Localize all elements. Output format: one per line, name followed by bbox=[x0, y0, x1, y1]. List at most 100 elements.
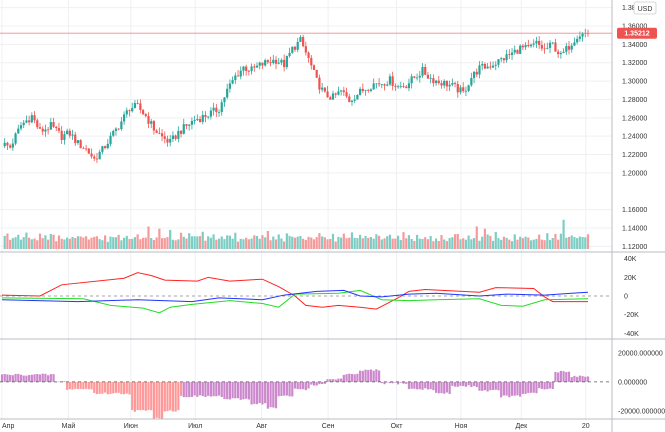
volume-bar bbox=[66, 237, 69, 249]
volume-bar bbox=[296, 236, 299, 249]
volume-bar bbox=[19, 239, 23, 249]
net-bar bbox=[429, 381, 432, 390]
volume-bar bbox=[483, 228, 487, 249]
currency-box[interactable]: USD bbox=[633, 1, 657, 15]
volume-bar bbox=[133, 237, 137, 249]
volume-bar bbox=[516, 239, 519, 249]
volume-bar bbox=[128, 238, 131, 249]
candle-body bbox=[223, 97, 226, 103]
candle-body bbox=[185, 124, 188, 126]
volume-bar bbox=[548, 240, 552, 249]
price-axis[interactable]: 1.380001.360001.340001.320001.300001.280… bbox=[622, 5, 647, 251]
net-panel[interactable] bbox=[0, 369, 612, 420]
net-bar bbox=[207, 381, 210, 396]
net-bar bbox=[63, 381, 66, 382]
volume-bar bbox=[396, 235, 400, 249]
price-panel[interactable] bbox=[0, 28, 612, 163]
net-bar bbox=[462, 381, 465, 387]
candle-body bbox=[500, 58, 503, 60]
candle-body bbox=[554, 42, 557, 52]
volume-bar bbox=[236, 241, 240, 249]
volume-bar bbox=[383, 238, 386, 249]
candle-body bbox=[521, 45, 524, 48]
net-bar bbox=[19, 374, 23, 382]
net-bar bbox=[543, 381, 546, 390]
candle-body bbox=[470, 78, 473, 86]
net-bar bbox=[521, 381, 524, 394]
candle-body bbox=[236, 75, 240, 77]
candle-body bbox=[391, 76, 394, 86]
volume-bar bbox=[95, 236, 99, 249]
candle-body bbox=[215, 107, 218, 113]
candle-body bbox=[380, 84, 383, 86]
net-bar bbox=[231, 381, 234, 399]
candle-body bbox=[453, 83, 457, 84]
candle-body bbox=[272, 59, 275, 64]
candle-body bbox=[524, 45, 527, 48]
volume-bar bbox=[329, 238, 332, 249]
net-bar bbox=[22, 375, 25, 382]
net-tick-label: 0.000000 bbox=[618, 379, 647, 386]
volume-bar bbox=[41, 238, 44, 249]
net-bar bbox=[125, 381, 128, 394]
candle-body bbox=[85, 148, 88, 150]
net-bar bbox=[226, 381, 229, 400]
net-bar bbox=[68, 381, 71, 390]
volume-bar bbox=[55, 241, 58, 249]
volume-bar bbox=[198, 236, 202, 249]
candle-body bbox=[25, 120, 28, 123]
net-axis[interactable]: 20000.000000 0.000000 -20000.000000 bbox=[618, 351, 665, 416]
net-bar bbox=[513, 381, 516, 396]
volume-bar bbox=[565, 237, 568, 249]
net-bar bbox=[361, 370, 364, 382]
net-bar bbox=[47, 375, 50, 382]
volume-bar bbox=[220, 236, 223, 249]
time-tick-label: Дек bbox=[516, 423, 529, 430]
candle-body bbox=[375, 83, 378, 85]
volume-bar bbox=[93, 236, 96, 249]
net-bar bbox=[402, 381, 405, 384]
net-bar bbox=[413, 381, 416, 389]
volume-bar bbox=[204, 240, 207, 249]
volume-bar bbox=[247, 239, 250, 249]
net-bar bbox=[386, 381, 389, 383]
net-bar bbox=[163, 381, 166, 412]
candle-body bbox=[388, 76, 392, 85]
last-price-badge: 1.35212 bbox=[617, 27, 657, 39]
volume-bar bbox=[68, 238, 71, 249]
volume-bar bbox=[557, 239, 560, 249]
volume-bar bbox=[207, 236, 210, 249]
cot-tick-label: 20K bbox=[624, 275, 637, 282]
volume-bar bbox=[245, 237, 248, 249]
net-bar bbox=[288, 381, 291, 397]
volume-bar bbox=[150, 238, 153, 249]
volume-bar bbox=[155, 237, 158, 249]
net-bar bbox=[14, 373, 17, 382]
candle-body bbox=[424, 67, 427, 75]
net-bar bbox=[280, 381, 283, 396]
cot-axis[interactable]: 40K 20K 0 -20K -40K bbox=[624, 256, 639, 338]
net-bar bbox=[448, 381, 451, 394]
volume-bar bbox=[578, 236, 581, 249]
volume-bar bbox=[445, 241, 449, 249]
net-bar bbox=[434, 381, 438, 393]
candle-body bbox=[299, 37, 302, 42]
volume-bar bbox=[562, 219, 565, 249]
volume-bar bbox=[299, 235, 302, 249]
volume-bar bbox=[106, 241, 109, 249]
candle-body bbox=[66, 130, 69, 135]
net-bar bbox=[500, 381, 503, 398]
net-bar bbox=[103, 381, 107, 393]
net-bar bbox=[326, 379, 329, 382]
candle-body bbox=[207, 116, 210, 118]
candle-body bbox=[266, 60, 269, 63]
volume-bar bbox=[6, 233, 9, 249]
volume-bar bbox=[231, 238, 234, 249]
net-bar bbox=[274, 381, 278, 409]
volume-bar bbox=[573, 237, 576, 249]
time-axis[interactable]: Апр Май Июн Июл Авг Сен Окт Ноя Дек 20 bbox=[2, 422, 590, 430]
volume-bar bbox=[356, 238, 359, 249]
cot-panel[interactable] bbox=[0, 272, 612, 314]
net-bar bbox=[310, 381, 313, 385]
